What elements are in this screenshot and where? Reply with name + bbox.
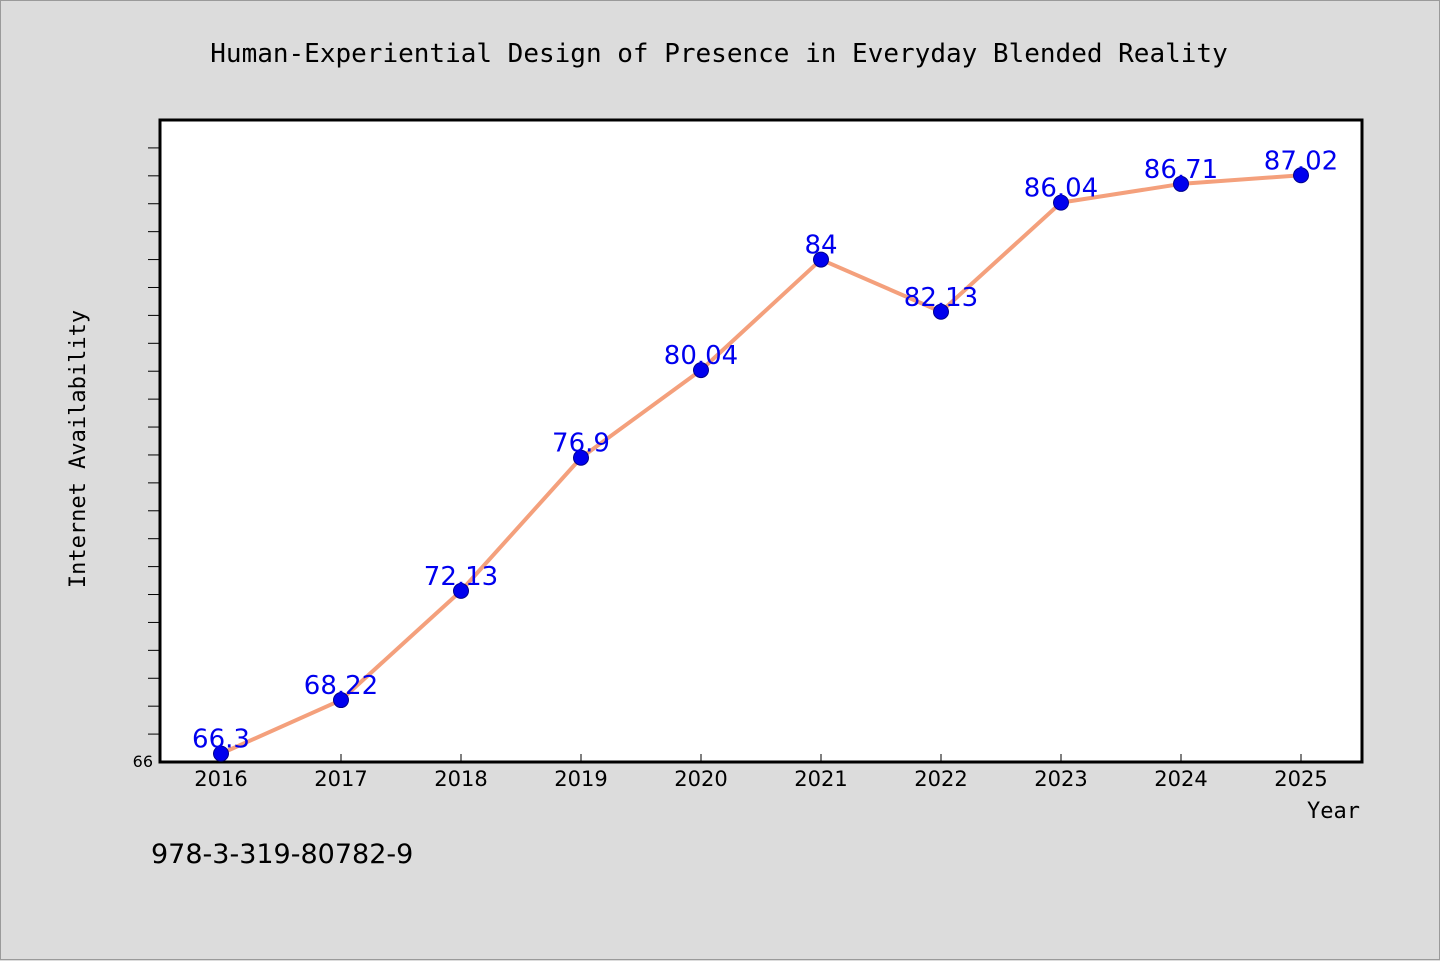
- data-label: 86.04: [1024, 174, 1098, 204]
- x-tick-label: 2022: [914, 767, 967, 791]
- x-tick-label: 2021: [794, 767, 847, 791]
- data-label: 68.22: [304, 671, 378, 701]
- x-tick-label: 2020: [674, 767, 727, 791]
- chart-title: Human-Experiential Design of Presence in…: [210, 39, 1227, 69]
- plot-area: [158, 118, 1364, 764]
- data-point: [333, 692, 349, 709]
- x-tick-label: 2019: [554, 767, 607, 791]
- data-label: 72.13: [424, 562, 498, 592]
- data-point: [1293, 167, 1309, 184]
- y-tick-label-min: 66: [133, 752, 153, 771]
- data-point: [573, 449, 589, 466]
- data-label: 76.9: [552, 429, 610, 459]
- data-point: [1053, 194, 1069, 211]
- y-axis-ticks: [148, 147, 160, 735]
- x-tick-label: 2024: [1154, 767, 1207, 791]
- data-point: [933, 303, 949, 320]
- y-axis-label: Internet Availability: [66, 310, 91, 588]
- data-label: 82.13: [904, 283, 978, 313]
- data-label: 86.71: [1144, 155, 1218, 185]
- data-point: [1173, 175, 1189, 192]
- data-label: 87.02: [1264, 146, 1338, 176]
- data-point: [813, 251, 829, 268]
- x-tick-label: 2017: [314, 767, 367, 791]
- x-tick-label: 2018: [434, 767, 487, 791]
- data-point: [693, 362, 709, 379]
- data-point: [453, 582, 469, 599]
- data-label: 66.3: [192, 725, 250, 755]
- x-axis-label: Year: [1307, 799, 1360, 824]
- isbn-text: 978-3-319-80782-9: [151, 839, 413, 870]
- data-point: [213, 745, 229, 762]
- x-tick-label: 2025: [1274, 767, 1327, 791]
- x-tick-label: 2023: [1034, 767, 1087, 791]
- series-layer: 66.3 68.22 72.13 76.9 80.04 84 82.13 86.04 86.71…: [192, 146, 1338, 762]
- data-label: 84: [804, 231, 837, 261]
- data-label: 80.04: [664, 341, 738, 371]
- series-line: [220, 173, 1302, 756]
- x-tick-label: 2016: [194, 767, 247, 791]
